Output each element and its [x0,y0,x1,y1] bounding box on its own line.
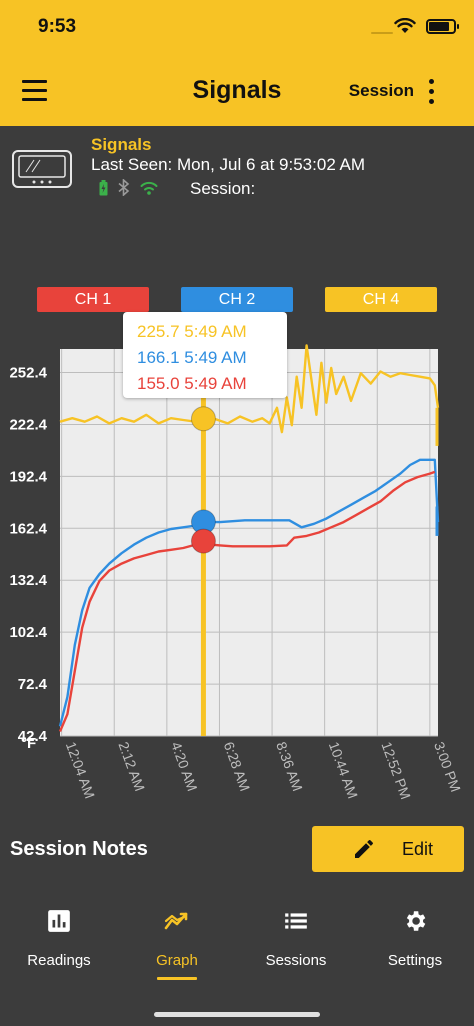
session-notes-title: Session Notes [10,838,148,860]
channel-4-button[interactable]: CH 4 [325,287,437,312]
x-tick-label: 12:52 PM [378,740,414,802]
bottom-navigation: Readings Graph Sessions Settings [0,890,474,1026]
home-indicator [154,1012,320,1017]
series-line-ch-2 [58,458,440,727]
tooltip-ch2-value: 166.1 5:49 AM [137,348,247,367]
menu-button[interactable] [22,80,50,102]
chart-tooltip: 225.7 5:49 AM 166.1 5:49 AM 155.0 5:49 A… [123,312,287,398]
cursor-point-ch-4 [190,406,216,432]
series-line-ch-1 [58,470,436,732]
x-tick-label: 12:04 AM [63,740,98,801]
x-tick-label: 2:12 AM [115,740,148,794]
nav-settings[interactable]: Settings [356,896,474,969]
wifi-status-icon [140,181,158,195]
status-time: 9:53 [38,16,77,37]
hamburger-icon [22,80,47,83]
y-tick-label: 42.4 [18,728,48,745]
y-tick-label: 252.4 [9,365,47,382]
nav-readings[interactable]: Readings [0,896,118,969]
x-tick-label: 4:20 AM [168,740,201,794]
battery-level [429,21,450,31]
nav-settings-label: Settings [387,952,443,969]
app-header: 9:53 Signals Session [0,0,474,126]
page-title: Signals [192,76,282,104]
y-tick-label: 222.4 [9,416,47,433]
channel-2-button[interactable]: CH 2 [181,287,293,312]
y-tick-label: 132.4 [9,572,47,589]
status-icons [394,18,459,34]
x-tick-label: 6:28 AM [221,740,254,794]
y-tick-label: 72.4 [18,676,48,693]
thermometer-device-icon [12,150,72,188]
x-tick-label: 3:00 PM [431,740,464,794]
x-tick-label: 8:36 AM [273,740,306,794]
tooltip-ch4-value: 225.7 5:49 AM [137,322,247,341]
bluetooth-icon [118,179,130,196]
device-status-icons [99,179,158,196]
pencil-icon [355,839,374,858]
bar-chart-icon [48,910,70,932]
notch-indicator [371,32,393,34]
temperature-chart[interactable]: 42.4 72.4 102.4 132.4 162.4 192.4 222.4 252.4 12… [0,310,474,810]
edit-notes-button[interactable]: Edit [312,826,464,872]
nav-readings-label: Readings [27,952,91,969]
channel-1-button[interactable]: CH 1 [37,287,149,312]
list-icon [285,913,307,929]
y-tick-label: 162.4 [9,520,47,537]
gear-icon [406,911,426,931]
edit-label: Edit [402,838,434,859]
y-unit-label: °F [21,735,36,752]
wifi-icon [394,18,416,33]
plot-area [60,349,438,736]
last-seen-text: Last Seen: Mon, Jul 6 at 9:53:02 AM [91,155,366,174]
session-text: Session: [190,179,256,198]
x-tick-label: 10:44 AM [326,740,361,801]
nav-graph-label: Graph [156,952,198,969]
active-tab-indicator [157,977,197,980]
nav-graph[interactable]: Graph [118,896,236,980]
trend-icon [164,912,188,930]
nav-sessions[interactable]: Sessions [237,896,355,969]
battery-status-icon [99,179,108,195]
nav-sessions-label: Sessions [265,952,327,969]
y-tick-label: 192.4 [9,468,47,485]
y-tick-label: 102.4 [9,624,47,641]
session-button[interactable]: Session [348,81,414,100]
more-options-icon[interactable] [426,79,436,105]
device-name: Signals [91,135,152,154]
battery-icon [426,18,459,34]
cursor-point-ch-1 [190,528,216,554]
tooltip-ch1-value: 155.0 5:49 AM [137,374,247,393]
series-line-ch-4 [59,344,440,434]
